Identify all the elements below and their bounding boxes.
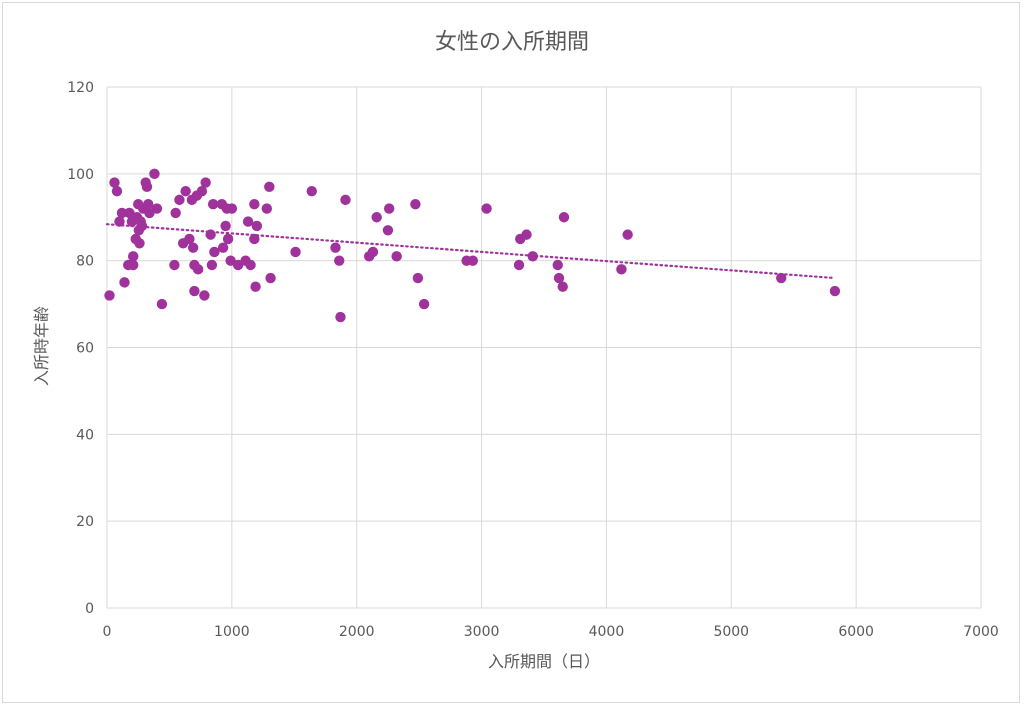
data-point: [128, 251, 139, 262]
y-tick-label: 20: [76, 514, 94, 530]
data-point: [134, 238, 145, 249]
chart-title: 女性の入所期間: [435, 30, 589, 55]
data-point: [156, 298, 168, 310]
data-point: [335, 311, 346, 323]
data-point: [249, 199, 260, 210]
data-point: [249, 233, 260, 245]
data-point: [513, 259, 525, 271]
data-point: [558, 212, 570, 223]
data-points: [104, 168, 841, 323]
data-point: [217, 242, 229, 253]
data-point: [119, 277, 130, 288]
data-point: [261, 203, 273, 214]
data-point: [553, 272, 565, 284]
data-point: [222, 233, 234, 245]
data-point: [264, 181, 275, 193]
data-point: [410, 199, 421, 210]
data-point: [143, 199, 154, 210]
x-tick-label: 0: [103, 624, 112, 640]
x-tick-label: 1000: [214, 624, 250, 640]
y-tick-label: 60: [76, 341, 94, 357]
data-point: [467, 255, 479, 266]
data-point: [200, 177, 211, 188]
y-axis-ticks: 0 20 40 60 80 100 120: [67, 80, 94, 617]
data-point: [418, 298, 430, 310]
data-point: [250, 281, 261, 292]
trendline: [105, 223, 837, 280]
x-axis-label: 入所期間（日）: [488, 652, 600, 671]
data-point: [290, 246, 301, 258]
data-point: [174, 194, 185, 206]
data-point: [371, 212, 382, 223]
data-point: [151, 203, 163, 214]
data-point: [220, 220, 231, 232]
data-point: [622, 229, 633, 240]
data-point: [187, 242, 199, 253]
x-axis-ticks: 0 1000 2000 3000 4000 5000 6000 7000: [103, 624, 999, 640]
x-tick-label: 4000: [589, 624, 625, 640]
data-point: [116, 207, 128, 219]
data-point: [382, 225, 394, 236]
data-point: [412, 272, 424, 284]
data-point: [306, 186, 317, 197]
data-point: [616, 264, 627, 275]
data-point: [205, 229, 216, 240]
data-point: [114, 216, 125, 227]
data-point: [481, 203, 492, 214]
data-point: [209, 246, 220, 258]
data-point: [334, 255, 345, 266]
data-point: [245, 259, 256, 271]
x-tick-label: 5000: [713, 624, 749, 640]
data-point: [189, 285, 200, 297]
data-point: [192, 264, 204, 275]
x-tick-label: 7000: [963, 624, 999, 640]
x-tick-label: 6000: [838, 624, 874, 640]
data-point: [109, 177, 120, 188]
data-point: [367, 246, 379, 258]
x-tick-label: 2000: [339, 624, 375, 640]
data-point: [128, 259, 139, 271]
data-point: [169, 259, 180, 271]
data-point: [391, 251, 402, 262]
data-point: [340, 194, 351, 206]
data-point: [136, 220, 148, 232]
y-tick-label: 80: [76, 254, 94, 270]
data-point: [104, 290, 115, 301]
data-point: [383, 203, 395, 214]
y-axis-label: 入所時年齢: [32, 306, 51, 386]
scatter-chart: 女性の入所期間 0 20 40 60 80 100 120 0 1000 2000 3000 400…: [32, 30, 999, 671]
data-point: [141, 181, 153, 193]
data-point: [184, 233, 195, 245]
data-point: [111, 186, 123, 197]
data-point: [776, 272, 787, 284]
data-point: [180, 186, 191, 197]
data-point: [170, 207, 181, 219]
data-point: [207, 199, 219, 210]
x-tick-label: 3000: [464, 624, 500, 640]
data-point: [527, 251, 538, 262]
data-point: [557, 281, 568, 292]
data-point: [149, 168, 160, 180]
y-tick-label: 40: [76, 427, 94, 443]
data-point: [226, 203, 238, 214]
data-point: [199, 290, 210, 301]
y-tick-label: 120: [67, 80, 94, 96]
data-point: [829, 285, 841, 297]
data-point: [196, 186, 208, 197]
trendline-group: [105, 223, 837, 280]
y-tick-label: 0: [85, 601, 94, 617]
data-point: [330, 242, 341, 253]
data-point: [552, 259, 563, 271]
gridlines: [106, 86, 982, 609]
data-point: [206, 259, 218, 271]
data-point: [521, 229, 532, 240]
y-tick-label: 100: [67, 167, 94, 183]
data-point: [265, 272, 276, 284]
data-point: [251, 220, 263, 232]
data-point: [242, 216, 254, 227]
